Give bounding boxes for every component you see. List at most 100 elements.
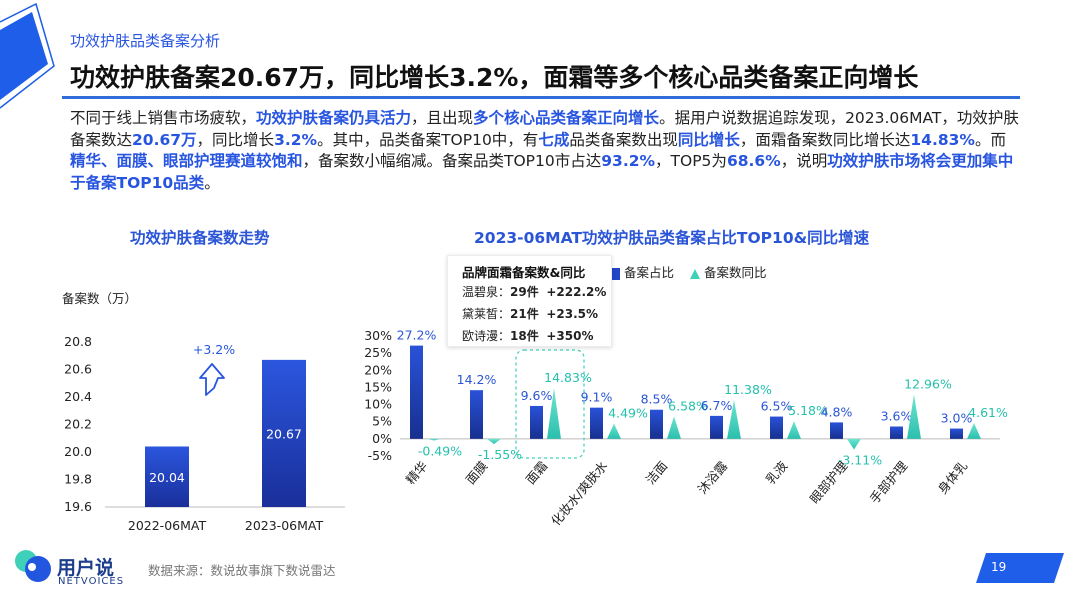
y-tick-label: 20.6	[64, 362, 92, 377]
x-tick-label: 洁面	[643, 458, 671, 487]
page-title: 功效护肤备案20.67万，同比增长3.2%，面霜等多个核心品类备案正向增长	[70, 63, 919, 92]
left-bar-chart: 备案数（万） 20.8 20.6 20.4 20.2 20.0 19.8 19.6 20.04 2…	[62, 291, 345, 533]
share-bar	[830, 422, 843, 439]
summary-highlight: 多个核心品类备案正向增长	[473, 109, 660, 127]
growth-value-label: 4.49%	[608, 405, 648, 420]
x-tick-label: 2022-06MAT	[128, 518, 207, 533]
right-chart-title: 2023-06MAT功效护肤品类备案占比TOP10&同比增速	[474, 229, 870, 247]
share-value-label: 6.5%	[761, 399, 793, 414]
brand-logo-icon	[15, 550, 51, 582]
y-tick-label: 25%	[364, 345, 392, 360]
brand-logo-subtext: NETVOICES	[58, 576, 125, 587]
callout-growth: +23.5%	[546, 307, 599, 321]
summary-highlight: 68.6%	[726, 152, 781, 170]
legend-growth-label: 备案数同比	[704, 265, 767, 280]
y-axis-label: 备案数（万）	[62, 291, 137, 306]
bar	[262, 359, 306, 507]
share-bar	[770, 416, 783, 439]
share-value-label: 6.7%	[701, 398, 733, 413]
callout-title: 品牌面霜备案数&同比	[462, 265, 586, 280]
share-value-label: 9.1%	[581, 390, 613, 405]
legend-bar-swatch	[612, 267, 620, 280]
summary-text: 。据用户说数据追踪发现，2023.06MAT，功效护肤备案数达	[70, 109, 1019, 149]
page-number: 19	[991, 560, 1007, 574]
right-bar-chart: 30% 25% 20% 15% 10% 5% 0% -5% 27.2% -0.49%精华 14.2%…	[364, 328, 1008, 529]
summary-text: ，面霜备案数同比增长达	[739, 130, 911, 149]
share-bar	[590, 407, 603, 439]
callout-row: 黛莱皙：21件 +23.5%	[462, 305, 598, 322]
summary-highlight: 七成	[538, 130, 570, 149]
growth-value-label: 4.61%	[968, 405, 1008, 420]
share-bar	[470, 390, 483, 439]
x-tick-label: 沐浴露	[695, 458, 731, 497]
highlight-frame	[515, 349, 585, 459]
x-tick-label: 身体乳	[935, 458, 971, 496]
growth-value-label: 11.38%	[724, 382, 772, 397]
y-tick-label: 20.0	[64, 444, 92, 459]
legend-bar-label: 备案占比	[624, 265, 675, 280]
x-tick-label: 化妆水/爽肤水	[548, 458, 611, 529]
y-tick-label: 20.8	[64, 334, 92, 349]
up-arrow-icon	[199, 363, 225, 396]
y-tick-label: 5%	[372, 414, 392, 429]
growth-marker	[727, 399, 741, 439]
growth-marker	[487, 438, 501, 445]
legend-bar: 备案占比	[612, 262, 674, 281]
bar-value-label: 20.67	[266, 426, 302, 441]
share-value-label: 27.2%	[397, 328, 437, 343]
legend-growth-swatch	[690, 268, 700, 279]
summary-highlight: 同比增长	[677, 130, 740, 149]
x-tick-label: 面膜	[463, 458, 491, 487]
callout-row: 温碧泉：29件 +222.2%	[462, 283, 606, 300]
y-tick-label: 10%	[364, 397, 392, 412]
breadcrumb: 功效护肤品类备案分析	[70, 32, 221, 50]
share-bar	[710, 415, 723, 439]
callout-count: 18件	[510, 329, 539, 343]
share-value-label: 8.5%	[641, 392, 673, 407]
share-bar	[530, 405, 543, 439]
title-divider	[62, 96, 1020, 99]
summary-text: 。其中，品类备案TOP10中，有	[317, 130, 539, 149]
y-tick-label: 20.2	[64, 417, 92, 432]
share-value-label: 3.6%	[881, 409, 913, 424]
growth-value-label: 5.18%	[788, 403, 828, 418]
growth-marker	[547, 388, 561, 439]
summary-text: ，备案数小幅缩减。备案品类TOP10市占达	[302, 152, 602, 170]
y-tick-label: -5%	[368, 448, 392, 463]
data-source: 数据来源：数说故事旗下数说雷达	[148, 563, 336, 578]
bar-value-label: 20.04	[149, 470, 185, 485]
callout-count: 29件	[510, 285, 539, 299]
bar	[145, 446, 189, 507]
growth-value-label: 6.58%	[668, 398, 708, 413]
growth-marker	[967, 423, 981, 439]
y-tick-label: 0%	[372, 431, 392, 446]
callout-brand: 温碧泉：	[462, 285, 511, 299]
growth-marker	[427, 438, 441, 441]
share-value-label: 14.2%	[457, 372, 497, 387]
growth-value-label: -1.55%	[478, 447, 522, 462]
y-tick-label: 19.6	[64, 499, 92, 514]
growth-annotation: +3.2%	[193, 342, 235, 357]
callout-count: 21件	[510, 307, 539, 321]
summary-text: 不同于线上销售市场疲软，	[70, 109, 257, 127]
summary-text: 品类备案数出现	[569, 130, 678, 149]
summary-text: ，同比增长	[196, 130, 275, 149]
y-tick-label: 19.8	[64, 472, 92, 487]
left-chart-title: 功效护肤备案数走势	[130, 229, 270, 247]
brand-logo-text: 用户说	[57, 557, 115, 579]
y-tick-label: 15%	[364, 379, 392, 394]
callout-growth: +350%	[546, 329, 594, 343]
callout-growth: +222.2%	[546, 285, 607, 299]
summary-paragraph: 不同于线上销售市场疲软，功效护肤备案仍具活力，且出现多个核心品类备案正向增长。据…	[70, 108, 1020, 194]
growth-value-label: -3.11%	[838, 453, 882, 468]
summary-text: 。	[204, 173, 220, 192]
x-tick-label: 精华	[403, 458, 431, 487]
growth-marker	[607, 423, 621, 439]
growth-value-label: 14.83%	[544, 370, 592, 385]
summary-text: 。而	[974, 130, 1006, 149]
share-bar	[890, 426, 903, 439]
x-tick-label: 乳液	[763, 458, 791, 487]
share-bar	[950, 428, 963, 439]
summary-highlight: 3.2%	[274, 130, 318, 149]
y-tick-label: 30%	[364, 328, 392, 343]
